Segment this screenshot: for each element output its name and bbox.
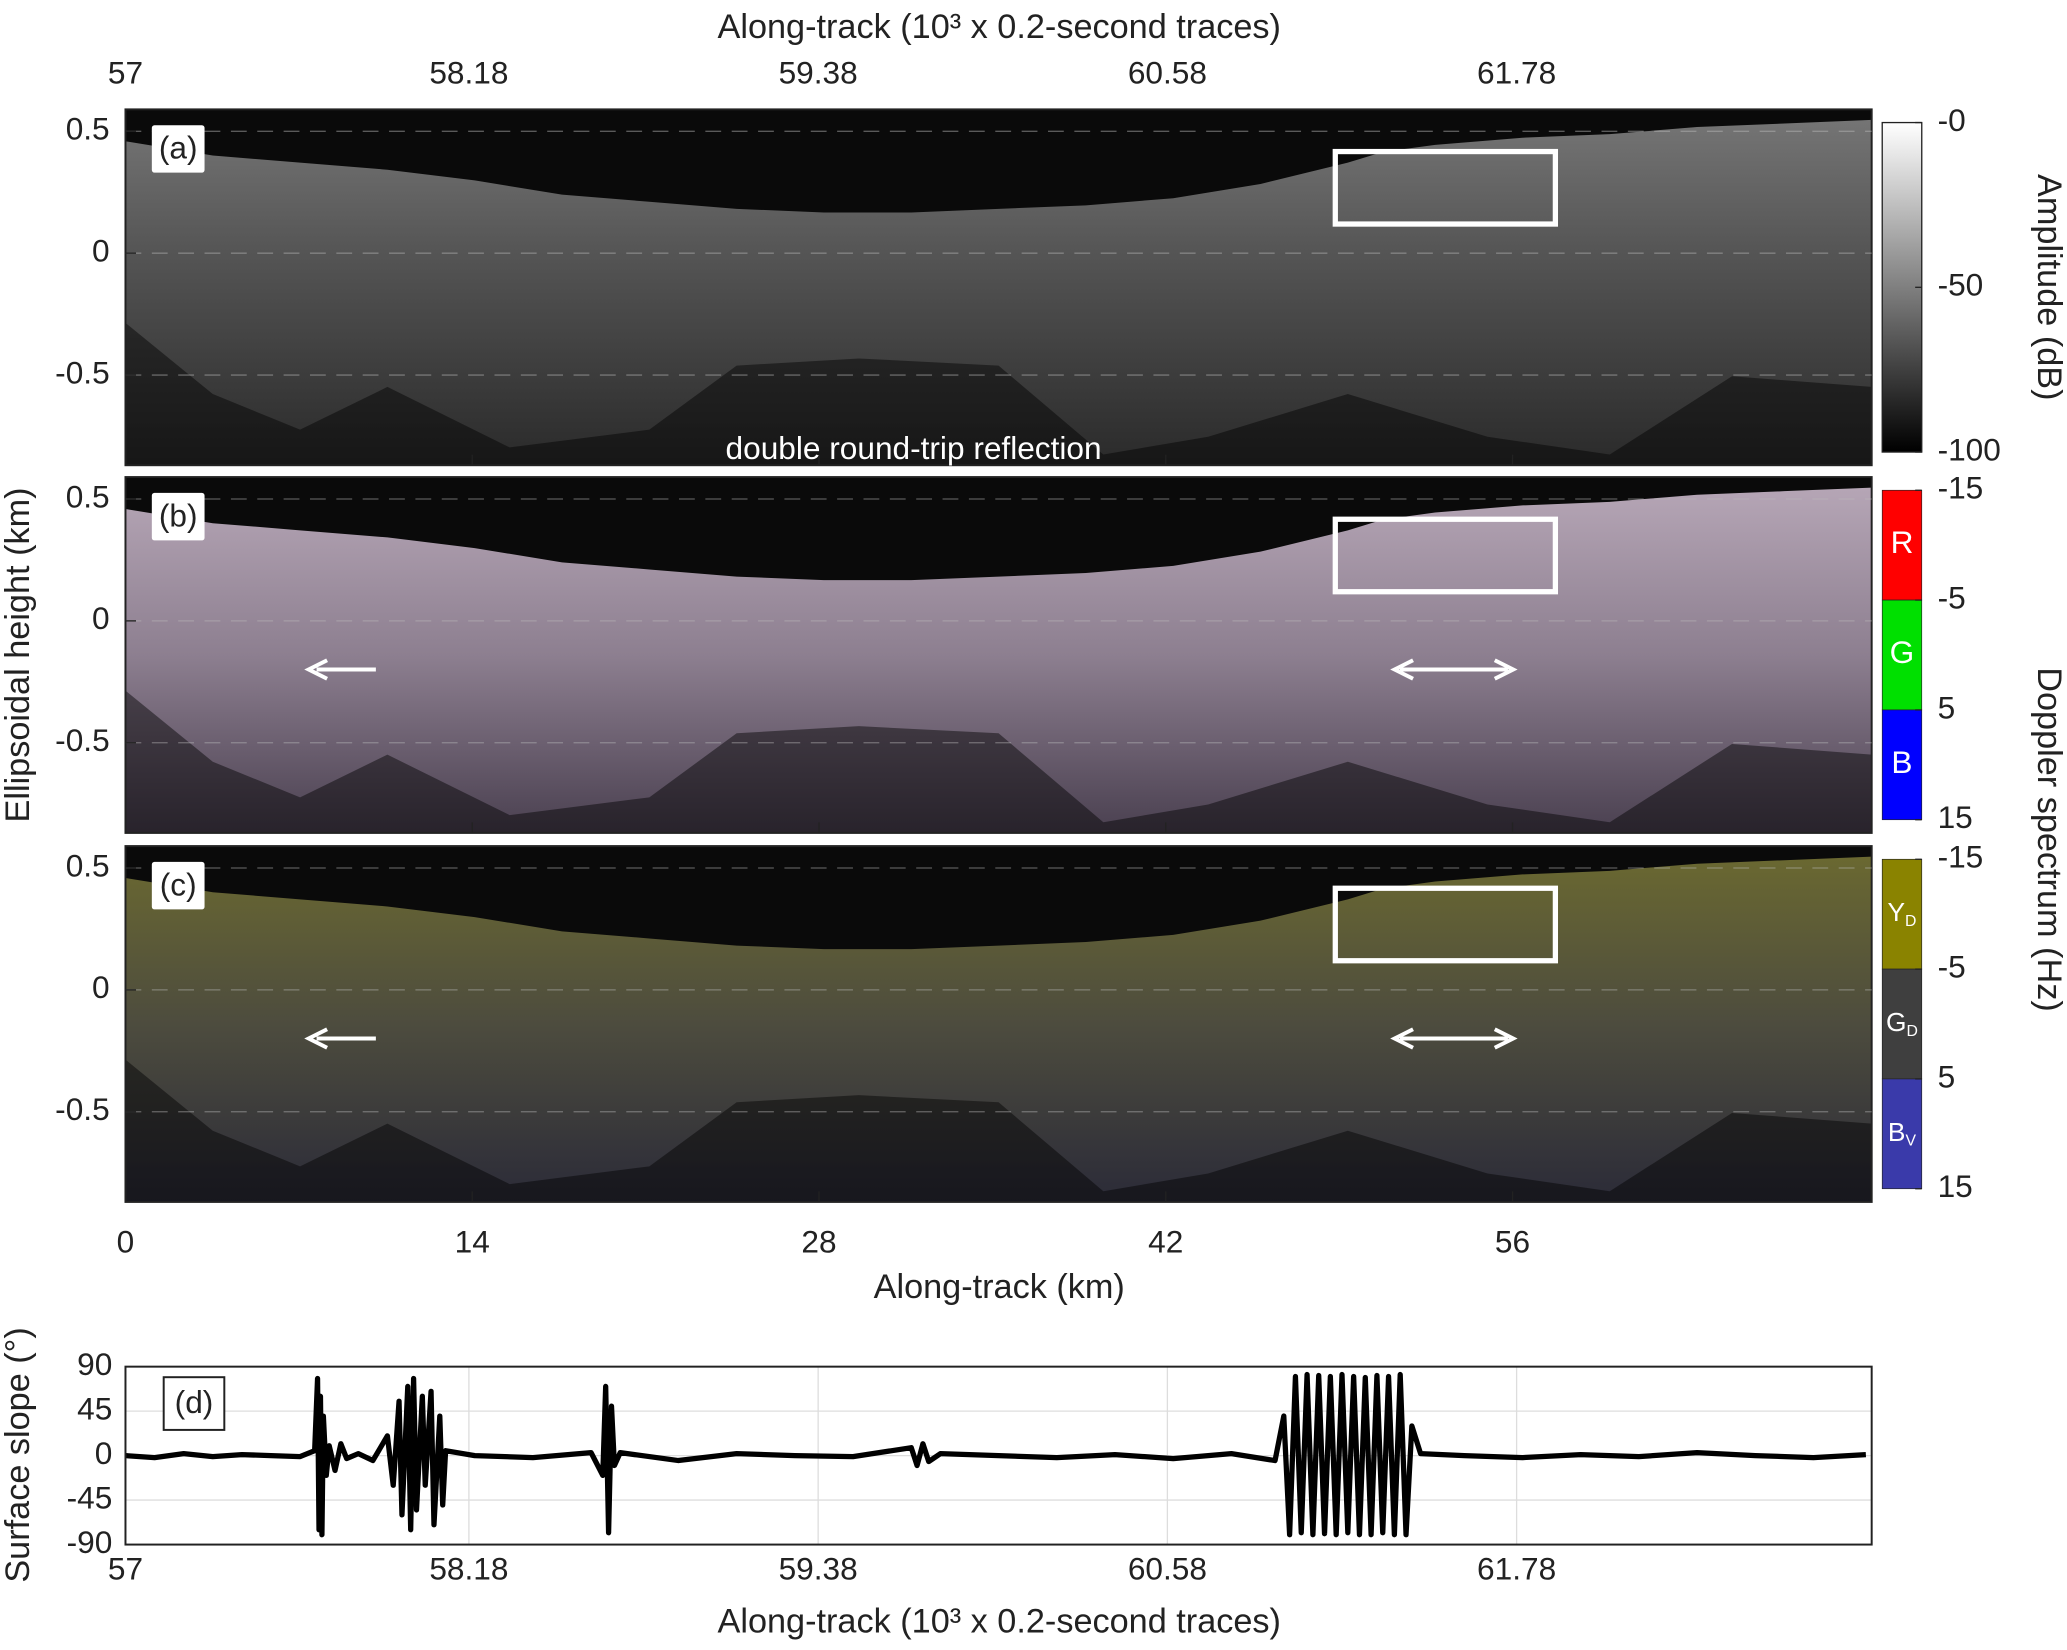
panel-label-box <box>162 1376 226 1431</box>
segment-letter: G <box>1890 634 1915 670</box>
panel-frame <box>124 108 1873 467</box>
panel-label-box <box>151 492 205 541</box>
y-tick-label: 90 <box>77 1346 112 1382</box>
colorbar-tick-label: 15 <box>1938 1168 1973 1204</box>
y-tick-label: -45 <box>67 1479 113 1515</box>
double-arrow <box>1390 658 1518 681</box>
panel-label: (b) <box>159 497 198 533</box>
segment-letter: G <box>1886 1007 1907 1037</box>
x-tick-label: 59.38 <box>779 1550 858 1586</box>
y-label: Ellipsoidal height (km) <box>0 487 37 822</box>
x-tick-label: 60.58 <box>1128 1550 1207 1586</box>
colorbar-segment <box>1881 1078 1923 1190</box>
x-tick-label: 14 <box>455 1223 490 1259</box>
panel-label: (d) <box>175 1384 214 1420</box>
segment-subscript: D <box>1907 1023 1918 1040</box>
panel-label-box <box>151 125 205 173</box>
x-tick-label: 0 <box>117 1223 135 1259</box>
x-tick-label: 42 <box>1148 1223 1183 1259</box>
colorbar-tick-label: -15 <box>1938 470 1984 506</box>
colorbar-segment <box>1881 968 1923 1080</box>
segment-label: YD <box>1887 897 1916 930</box>
top-x-tick-label: 60.58 <box>1128 54 1207 90</box>
colorbar-tick-label: -5 <box>1938 948 1966 984</box>
highlight-box <box>1332 516 1559 595</box>
y-tick-label: 0.5 <box>66 111 110 147</box>
y-tick-label: -0.5 <box>55 1091 109 1127</box>
highlight-box <box>1332 148 1559 227</box>
y-tick-label: -0.5 <box>55 354 109 390</box>
top-x-tick-label: 57 <box>108 54 143 90</box>
colorbar-segment <box>1881 599 1923 711</box>
segment-label: BV <box>1888 1117 1917 1150</box>
annotation: double round-trip reflection <box>726 430 1102 466</box>
segment-letter: R <box>1891 525 1914 561</box>
top-x-tick-label: 61.78 <box>1477 54 1556 90</box>
panel-frame <box>124 476 1873 834</box>
colorbar-label: Amplitude (dB) <box>2030 174 2067 401</box>
panel-label: (c) <box>160 866 197 902</box>
panel-frame <box>124 1365 1873 1546</box>
bed-shadow <box>125 690 1872 833</box>
segment-subscript: D <box>1905 913 1916 930</box>
slope-line <box>125 1371 1867 1538</box>
x-tick-label: 58.18 <box>429 1550 508 1586</box>
top-x-tick-label: 58.18 <box>429 54 508 90</box>
y-tick-label: 0 <box>95 1435 113 1471</box>
sky-region <box>125 109 1872 213</box>
top-x-label: Along-track (10³ x 0.2-second traces) <box>718 8 1281 46</box>
arrow <box>304 1027 376 1050</box>
double-arrow <box>1390 1027 1518 1050</box>
segment-label: G <box>1890 634 1915 670</box>
colorbar-label: Doppler spectrum (Hz) <box>2030 667 2067 1012</box>
bed-shadow <box>125 1059 1872 1202</box>
y-tick-label: 0.5 <box>66 847 110 883</box>
colorbar-tick-label: -50 <box>1938 267 1984 303</box>
colorbar-tick-label: -5 <box>1938 579 1966 615</box>
segment-label: B <box>1891 744 1912 780</box>
top-x-tick-label: 59.38 <box>779 54 858 90</box>
y-tick-label: 0 <box>92 233 110 269</box>
colorbar-tick-label: -0 <box>1938 102 1966 138</box>
colorbar-tick-label: 5 <box>1938 1058 1956 1094</box>
segment-letter: B <box>1891 744 1912 780</box>
segment-subscript: V <box>1906 1133 1917 1150</box>
colorbar-tick-label: -100 <box>1938 431 2001 467</box>
segment-label: GD <box>1886 1007 1918 1040</box>
y-tick-label: 0 <box>92 600 110 636</box>
panel-label: (a) <box>159 130 198 166</box>
panel-label-box <box>151 861 205 910</box>
x-label: Along-track (km) <box>874 1268 1125 1306</box>
sky-region <box>125 477 1872 581</box>
colorbar-tick-label: 15 <box>1938 799 1973 835</box>
y-tick-label: 0 <box>92 969 110 1005</box>
segment-label: R <box>1891 525 1914 561</box>
segment-letter: Y <box>1887 897 1905 927</box>
sky-region <box>125 846 1872 950</box>
bed-shadow <box>125 322 1872 466</box>
x-tick-label: 56 <box>1495 1223 1530 1259</box>
y-tick-label: 45 <box>77 1390 112 1426</box>
x-label: Along-track (10³ x 0.2-second traces) <box>718 1603 1281 1641</box>
colorbar-tick-label: 5 <box>1938 689 1956 725</box>
x-tick-label: 28 <box>801 1223 836 1259</box>
x-tick-label: 57 <box>108 1550 143 1586</box>
highlight-box <box>1332 885 1559 964</box>
colorbar-segment <box>1881 858 1923 970</box>
y-tick-label: 0.5 <box>66 478 110 514</box>
panel-frame <box>124 845 1873 1203</box>
y-tick-label: -90 <box>67 1524 113 1560</box>
y-tick-label: -0.5 <box>55 722 109 758</box>
x-tick-label: 61.78 <box>1477 1550 1556 1586</box>
y-label: Surface slope (°) <box>0 1327 37 1582</box>
colorbar-segment <box>1881 489 1923 601</box>
segment-letter: B <box>1888 1117 1906 1147</box>
colorbar-tick-label: -15 <box>1938 839 1984 875</box>
arrow <box>304 658 376 681</box>
colorbar-segment <box>1881 709 1923 821</box>
